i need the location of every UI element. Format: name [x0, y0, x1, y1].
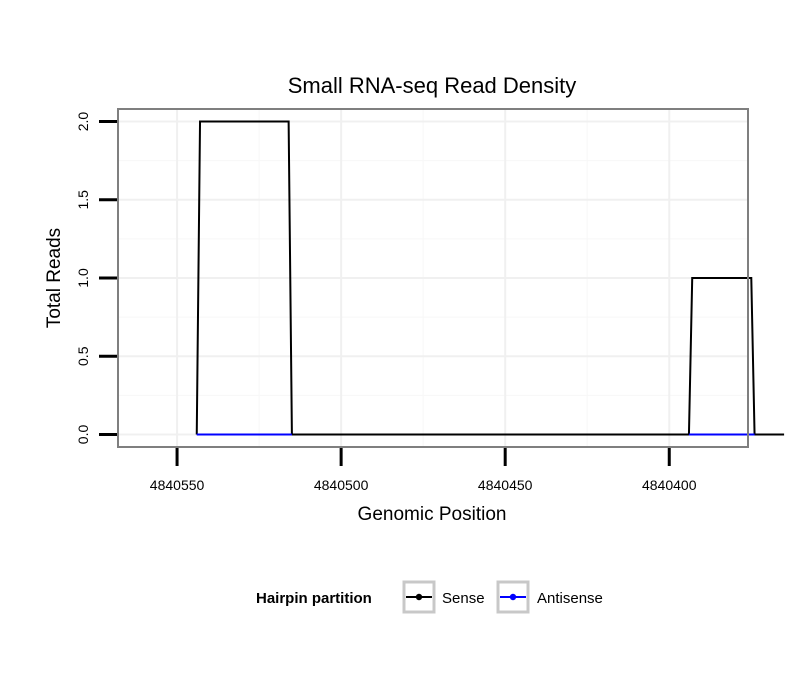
legend-label-sense: Sense — [442, 590, 485, 607]
x-tick-label: 4840550 — [150, 477, 205, 493]
chart-title: Small RNA-seq Read Density — [288, 73, 577, 98]
series-layer — [195, 120, 785, 436]
legend-key-point-antisense — [509, 593, 517, 601]
legend-label-antisense: Antisense — [537, 590, 603, 607]
x-axis-title: Genomic Position — [358, 504, 507, 525]
legend-item-antisense: Antisense — [496, 580, 603, 614]
x-tick-label: 4840500 — [314, 477, 369, 493]
legend: Hairpin partition Sense Antisense — [256, 580, 603, 614]
y-axis-title: Total Reads — [44, 228, 65, 328]
y-tick-label: 1.5 — [75, 190, 91, 210]
y-tick-label: 0.0 — [75, 425, 91, 445]
y-tick-label: 0.5 — [75, 346, 91, 366]
y-tick-label: 2.0 — [75, 112, 91, 132]
x-tick-label: 4840400 — [642, 477, 697, 493]
legend-item-sense: Sense — [402, 580, 485, 614]
y-tick-label: 1.0 — [75, 268, 91, 288]
legend-key-point-sense — [415, 593, 423, 601]
y-axis: 0.0 0.5 1.0 1.5 2.0 — [75, 112, 117, 445]
plot-border — [117, 108, 749, 448]
x-tick-label: 4840450 — [478, 477, 533, 493]
legend-title: Hairpin partition — [256, 590, 372, 607]
x-axis: 4840550 4840500 4840450 4840400 — [150, 448, 697, 493]
